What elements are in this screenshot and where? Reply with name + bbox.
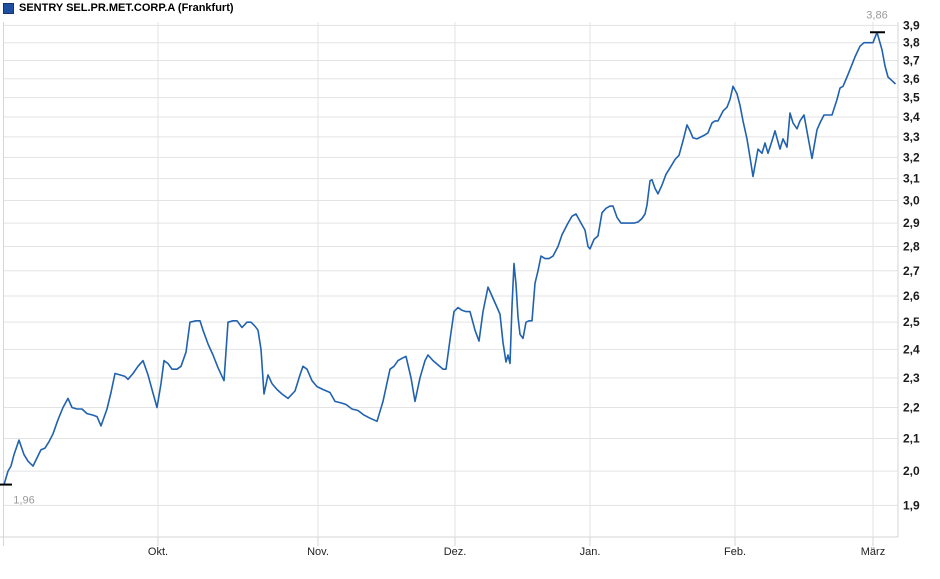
x-axis-month-label: Okt. — [148, 546, 168, 558]
y-axis-tick-label: 3,3 — [903, 130, 920, 144]
legend-color-swatch — [3, 2, 14, 14]
x-axis-month-label: März — [861, 546, 885, 558]
price-line — [3, 31, 896, 486]
y-axis-tick-label: 2,5 — [903, 315, 920, 329]
y-axis-tick-label: 2,2 — [903, 400, 920, 414]
y-axis-tick-label: 2,9 — [903, 216, 920, 230]
x-axis-month-label: Dez. — [444, 546, 467, 558]
y-axis-tick-label: 2,1 — [903, 432, 920, 446]
chart-title: SENTRY SEL.PR.MET.CORP.A (Frankfurt) — [19, 2, 234, 14]
x-axis-month-label: Feb. — [724, 546, 746, 558]
y-axis-tick-label: 2,3 — [903, 371, 920, 385]
y-axis-tick-label: 2,8 — [903, 240, 920, 254]
y-axis-tick-label: 3,1 — [903, 172, 920, 186]
y-axis-tick-label: 3,5 — [903, 91, 920, 105]
y-axis-tick-label: 2,7 — [903, 264, 920, 278]
low-value-label: 1,96 — [13, 495, 34, 507]
y-axis-tick-label: 1,9 — [903, 498, 920, 512]
y-axis-tick-label: 3,4 — [903, 110, 920, 124]
x-axis-month-label: Nov. — [307, 546, 329, 558]
y-axis-tick-label: 3,0 — [903, 193, 920, 207]
y-axis-tick-label: 3,9 — [903, 18, 920, 32]
high-value-label: 3,86 — [866, 9, 887, 21]
y-axis-tick-label: 2,6 — [903, 289, 920, 303]
y-axis-tick-label: 3,8 — [903, 36, 920, 50]
x-axis-month-label: Jan. — [580, 546, 601, 558]
y-axis-tick-label: 3,2 — [903, 150, 920, 164]
y-axis-tick-label: 3,7 — [903, 54, 920, 68]
y-axis-tick-label: 2,4 — [903, 342, 920, 356]
y-axis-tick-label: 3,6 — [903, 72, 920, 86]
y-axis-tick-label: 2,0 — [903, 464, 920, 478]
chart-legend: SENTRY SEL.PR.MET.CORP.A (Frankfurt) — [3, 2, 234, 14]
